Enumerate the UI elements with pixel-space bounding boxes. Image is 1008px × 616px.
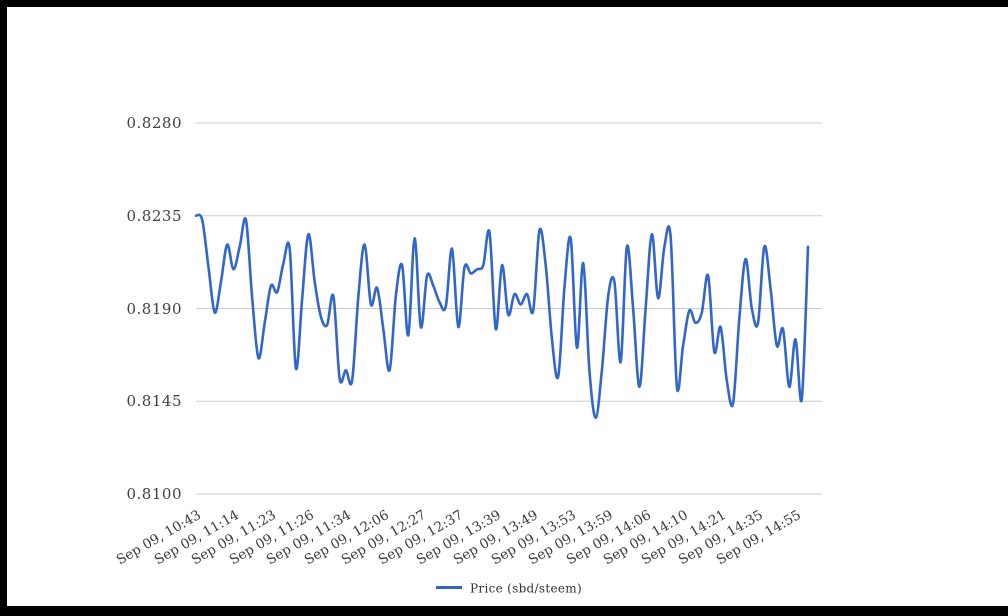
y-axis-tick-label: 0.8280 <box>126 114 182 132</box>
price-series-line <box>194 213 810 419</box>
legend-line-swatch <box>436 586 463 589</box>
y-axis-tick-label: 0.8190 <box>126 299 182 318</box>
y-axis-tick-label: 0.8235 <box>126 206 182 225</box>
y-axis-tick-label: 0.8100 <box>126 485 182 503</box>
legend-label: Price (sbd/steem) <box>470 581 582 596</box>
y-axis-tick-label: 0.8145 <box>126 392 182 411</box>
legend: Price (sbd/steem) <box>196 581 822 599</box>
